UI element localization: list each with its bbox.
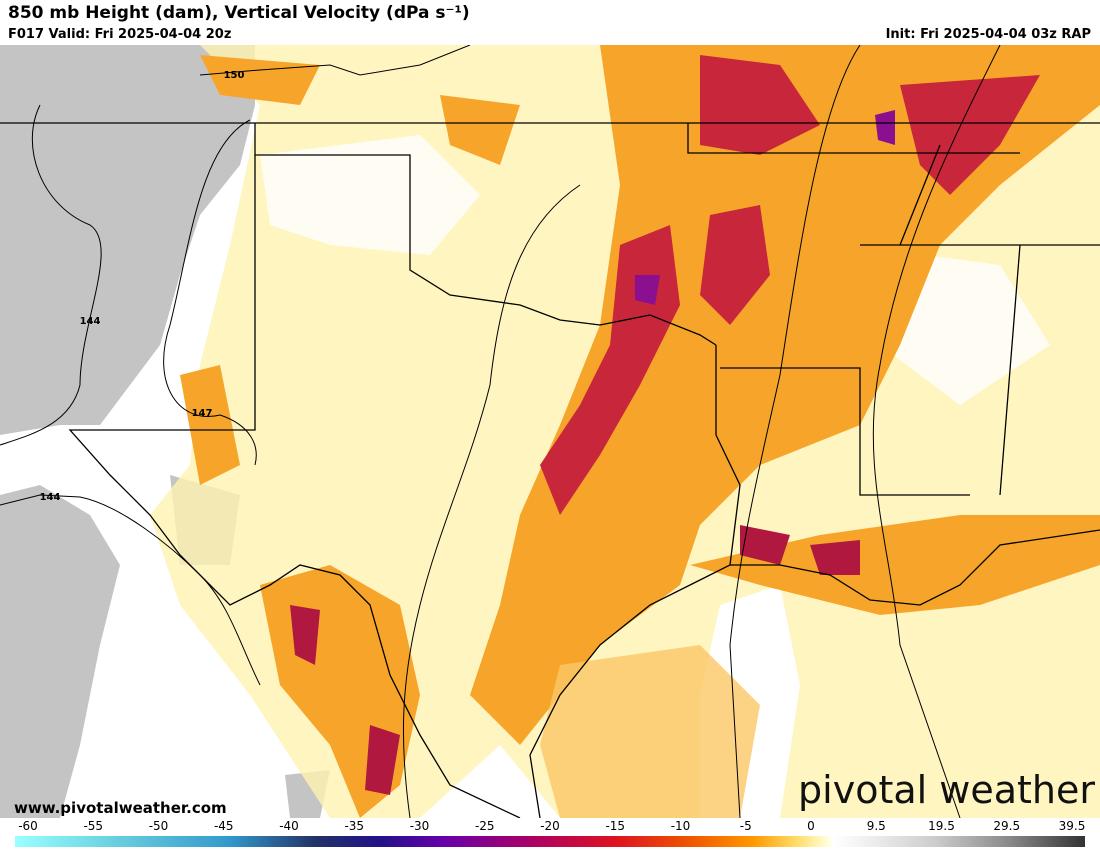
- contour-label: 147: [192, 408, 213, 419]
- watermark-url: www.pivotalweather.com: [14, 799, 227, 817]
- shade-orange-light: [540, 645, 760, 818]
- shade-white: [260, 135, 1050, 405]
- colorbar-tick-label: -50: [148, 819, 169, 833]
- colorbar-tick-label: -60: [18, 819, 38, 833]
- logo: pivotal weather: [798, 768, 1095, 812]
- colorbar-tick-label: -10: [670, 819, 691, 833]
- contour-label: 150: [224, 70, 245, 81]
- colorbar-tick-label: -45: [213, 819, 234, 833]
- colorbar-tick-label: -15: [605, 819, 626, 833]
- colorbar-tick-label: -55: [83, 819, 104, 833]
- shade-orange: [470, 45, 1100, 745]
- colorbar-tick-label: 39.5: [1058, 819, 1086, 833]
- init-time: Init: Fri 2025-04-04 03z RAP: [885, 27, 1091, 42]
- map: 150 144 147 144 www.pivotalweather.com p…: [0, 45, 1100, 818]
- title: 850 mb Height (dam), Vertical Velocity (…: [8, 3, 470, 23]
- contour-label: 144: [80, 316, 101, 327]
- colorbar-tick-label: 19.5: [928, 819, 955, 833]
- shade-gray: [0, 45, 255, 435]
- valid-time: F017 Valid: Fri 2025-04-04 20z: [8, 27, 232, 42]
- shade-gray: [0, 485, 120, 818]
- colorbar-tick-label: 9.5: [866, 819, 886, 833]
- header: 850 mb Height (dam), Vertical Velocity (…: [0, 0, 1100, 45]
- colorbar-tick-label: -40: [279, 819, 299, 833]
- shade-orange: [180, 55, 520, 818]
- colorbar-tick-label: -20: [540, 819, 560, 833]
- colorbar-tick-label: 0: [807, 819, 815, 833]
- colorbar: -60 -55 -50 -45 -40 -35 -30 -25 -20 -15 -10 -5 0 9.5 1…: [0, 818, 1100, 850]
- colorbar-tick-label: 29.5: [993, 819, 1021, 833]
- shade-orange: [690, 515, 1100, 615]
- state-borders: [0, 122, 1100, 818]
- colorbar-tick-label: -35: [344, 819, 365, 833]
- colorbar-tick-label: -30: [409, 819, 430, 833]
- height-contours: [0, 45, 1001, 818]
- colorbar-tick-label: -25: [474, 819, 495, 833]
- colorbar-gradient: [15, 836, 1085, 847]
- contour-label: 144: [40, 492, 61, 503]
- colorbar-tick-label: -5: [739, 819, 752, 833]
